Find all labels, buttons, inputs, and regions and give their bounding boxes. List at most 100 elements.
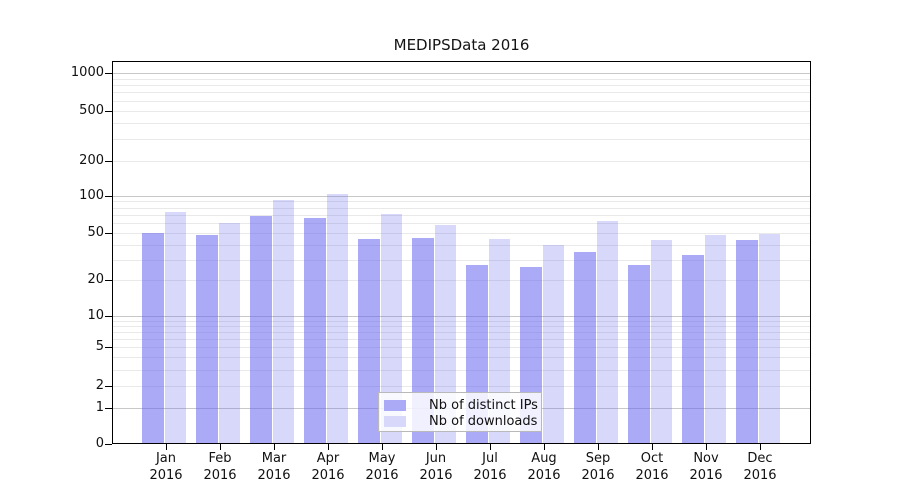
x-tick-mark bbox=[166, 444, 167, 450]
gridline-major bbox=[113, 72, 810, 74]
bar-downloads-nov bbox=[704, 235, 726, 444]
x-tick-mark bbox=[382, 444, 383, 450]
x-tick-label: Aug 2016 bbox=[517, 450, 571, 484]
gridline-minor bbox=[113, 339, 810, 341]
x-tick-label: Jul 2016 bbox=[463, 450, 517, 484]
y-tick-mark bbox=[105, 408, 112, 409]
x-tick-label: Jan 2016 bbox=[139, 450, 193, 484]
chart-title: MEDIPSData 2016 bbox=[393, 36, 530, 54]
gridline-minor bbox=[113, 332, 810, 334]
y-tick-mark bbox=[105, 72, 112, 74]
bar-distinct-ips-mar bbox=[250, 215, 272, 444]
legend-item-distinct-ips: Nb of distinct IPs bbox=[379, 397, 541, 413]
gridline-minor bbox=[113, 160, 810, 162]
bar-downloads-apr bbox=[326, 194, 348, 444]
bar-distinct-ips-may bbox=[358, 238, 380, 444]
x-tick-year: 2016 bbox=[203, 468, 237, 483]
bar-downloads-jan bbox=[164, 212, 186, 444]
legend: Nb of distinct IPs Nb of downloads bbox=[378, 392, 542, 432]
x-tick-mark bbox=[490, 444, 491, 450]
gridline-minor bbox=[113, 385, 810, 387]
y-tick-label: 50 bbox=[87, 225, 104, 241]
x-tick-mark bbox=[436, 444, 437, 450]
bar-distinct-ips-dec bbox=[736, 239, 758, 444]
x-tick-year: 2016 bbox=[689, 468, 723, 483]
y-tick-label: 200 bbox=[79, 152, 104, 168]
x-tick-year: 2016 bbox=[149, 468, 183, 483]
gridline-minor bbox=[113, 259, 810, 261]
y-tick-label: 5 bbox=[95, 339, 104, 354]
y-tick-label: 2 bbox=[95, 377, 104, 393]
x-tick-year: 2016 bbox=[527, 468, 561, 483]
gridline-minor bbox=[113, 357, 810, 359]
bar-distinct-ips-feb bbox=[196, 235, 218, 444]
legend-label-downloads: Nb of downloads bbox=[429, 413, 538, 429]
x-tick-mark bbox=[328, 444, 329, 450]
gridline-minor bbox=[113, 347, 810, 348]
y-tick-mark bbox=[105, 385, 112, 387]
x-tick-year: 2016 bbox=[635, 468, 669, 483]
gridline-minor bbox=[113, 215, 810, 217]
x-tick-year: 2016 bbox=[419, 468, 453, 483]
y-tick-mark bbox=[105, 444, 112, 445]
gridline-minor bbox=[113, 201, 810, 203]
y-tick-label: 0 bbox=[95, 436, 104, 451]
gridline-minor bbox=[113, 223, 810, 225]
x-tick-label: Feb 2016 bbox=[193, 450, 247, 484]
gridline-minor bbox=[113, 280, 810, 281]
x-tick-label: Jun 2016 bbox=[409, 450, 463, 484]
gridline-minor bbox=[113, 320, 810, 322]
y-tick-mark bbox=[105, 233, 112, 235]
gridline-major bbox=[113, 195, 810, 197]
bar-downloads-feb bbox=[218, 222, 240, 444]
gridline-minor bbox=[113, 369, 810, 371]
x-tick-year: 2016 bbox=[257, 468, 291, 483]
bar-downloads-aug bbox=[542, 244, 564, 444]
y-tick-label: 1000 bbox=[70, 64, 104, 80]
gridline-minor bbox=[113, 110, 810, 112]
bar-downloads-mar bbox=[272, 200, 294, 444]
bar-distinct-ips-apr bbox=[304, 218, 326, 444]
y-tick-label: 100 bbox=[79, 187, 104, 203]
bar-distinct-ips-jan bbox=[142, 233, 164, 444]
gridline-minor bbox=[113, 233, 810, 235]
x-tick-mark bbox=[220, 444, 221, 450]
x-tick-label: Oct 2016 bbox=[625, 450, 679, 484]
y-tick-label: 1 bbox=[95, 400, 104, 415]
legend-swatch-downloads bbox=[384, 415, 406, 427]
bar-downloads-oct bbox=[650, 239, 672, 444]
x-tick-label: Dec 2016 bbox=[733, 450, 787, 484]
x-tick-year: 2016 bbox=[743, 468, 777, 483]
y-tick-mark bbox=[105, 316, 112, 317]
x-tick-mark bbox=[760, 444, 761, 450]
gridline-minor bbox=[113, 122, 810, 124]
x-tick-year: 2016 bbox=[311, 468, 345, 483]
y-tick-mark bbox=[105, 280, 112, 281]
x-tick-label: Apr 2016 bbox=[301, 450, 355, 484]
bar-downloads-may bbox=[380, 214, 402, 444]
bar-distinct-ips-nov bbox=[682, 254, 704, 444]
x-tick-label: Mar 2016 bbox=[247, 450, 301, 484]
gridline-minor bbox=[113, 78, 810, 80]
gridline-minor bbox=[113, 207, 810, 209]
x-tick-mark bbox=[652, 444, 653, 450]
y-tick-label: 500 bbox=[79, 102, 104, 118]
gridline-minor bbox=[113, 138, 810, 140]
bar-downloads-dec bbox=[758, 234, 780, 444]
x-tick-mark bbox=[706, 444, 707, 450]
gridline-minor bbox=[113, 92, 810, 94]
gridline-minor bbox=[113, 326, 810, 328]
gridline-minor bbox=[113, 84, 810, 86]
bar-downloads-jun bbox=[434, 225, 456, 444]
legend-label-distinct-ips: Nb of distinct IPs bbox=[429, 397, 538, 413]
y-tick-mark bbox=[105, 347, 112, 348]
gridline-minor bbox=[113, 244, 810, 246]
x-tick-mark bbox=[598, 444, 599, 450]
x-tick-year: 2016 bbox=[365, 468, 399, 483]
bar-distinct-ips-oct bbox=[628, 264, 650, 444]
y-tick-label: 20 bbox=[87, 272, 104, 287]
x-tick-mark bbox=[544, 444, 545, 450]
x-tick-year: 2016 bbox=[473, 468, 507, 483]
x-tick-mark bbox=[274, 444, 275, 450]
